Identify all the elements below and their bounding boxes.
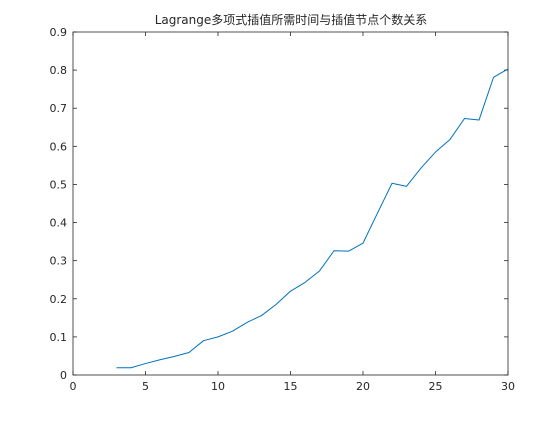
y-tick-label: 0.3 <box>50 255 68 268</box>
x-tick-label: 15 <box>284 380 298 393</box>
y-tick-label: 0.6 <box>50 140 68 153</box>
y-tick-label: 0.5 <box>50 178 68 191</box>
y-tick-label: 0.7 <box>50 102 68 115</box>
x-tick-label: 20 <box>356 380 370 393</box>
axes-box <box>73 32 508 375</box>
y-tick-label: 0.2 <box>50 293 68 306</box>
x-tick-label: 30 <box>501 380 515 393</box>
x-tick-label: 5 <box>142 380 149 393</box>
y-tick-label: 0.9 <box>50 26 68 39</box>
x-tick-label: 25 <box>429 380 443 393</box>
x-tick-label: 10 <box>211 380 225 393</box>
x-tick-label: 0 <box>70 380 77 393</box>
y-tick-label: 0.8 <box>50 64 68 77</box>
plot-area: 0 5 10 15 20 25 30 0 0.1 0.2 0.3 0.4 0.5 0.6 0.7 0.8 0.9 <box>50 26 516 393</box>
y-tick-label: 0.1 <box>50 331 68 344</box>
chart-title: Lagrange多项式插值所需时间与插值节点个数关系 <box>155 12 428 27</box>
y-tick-label: 0.4 <box>50 217 68 230</box>
y-tick-label: 0 <box>60 369 67 382</box>
